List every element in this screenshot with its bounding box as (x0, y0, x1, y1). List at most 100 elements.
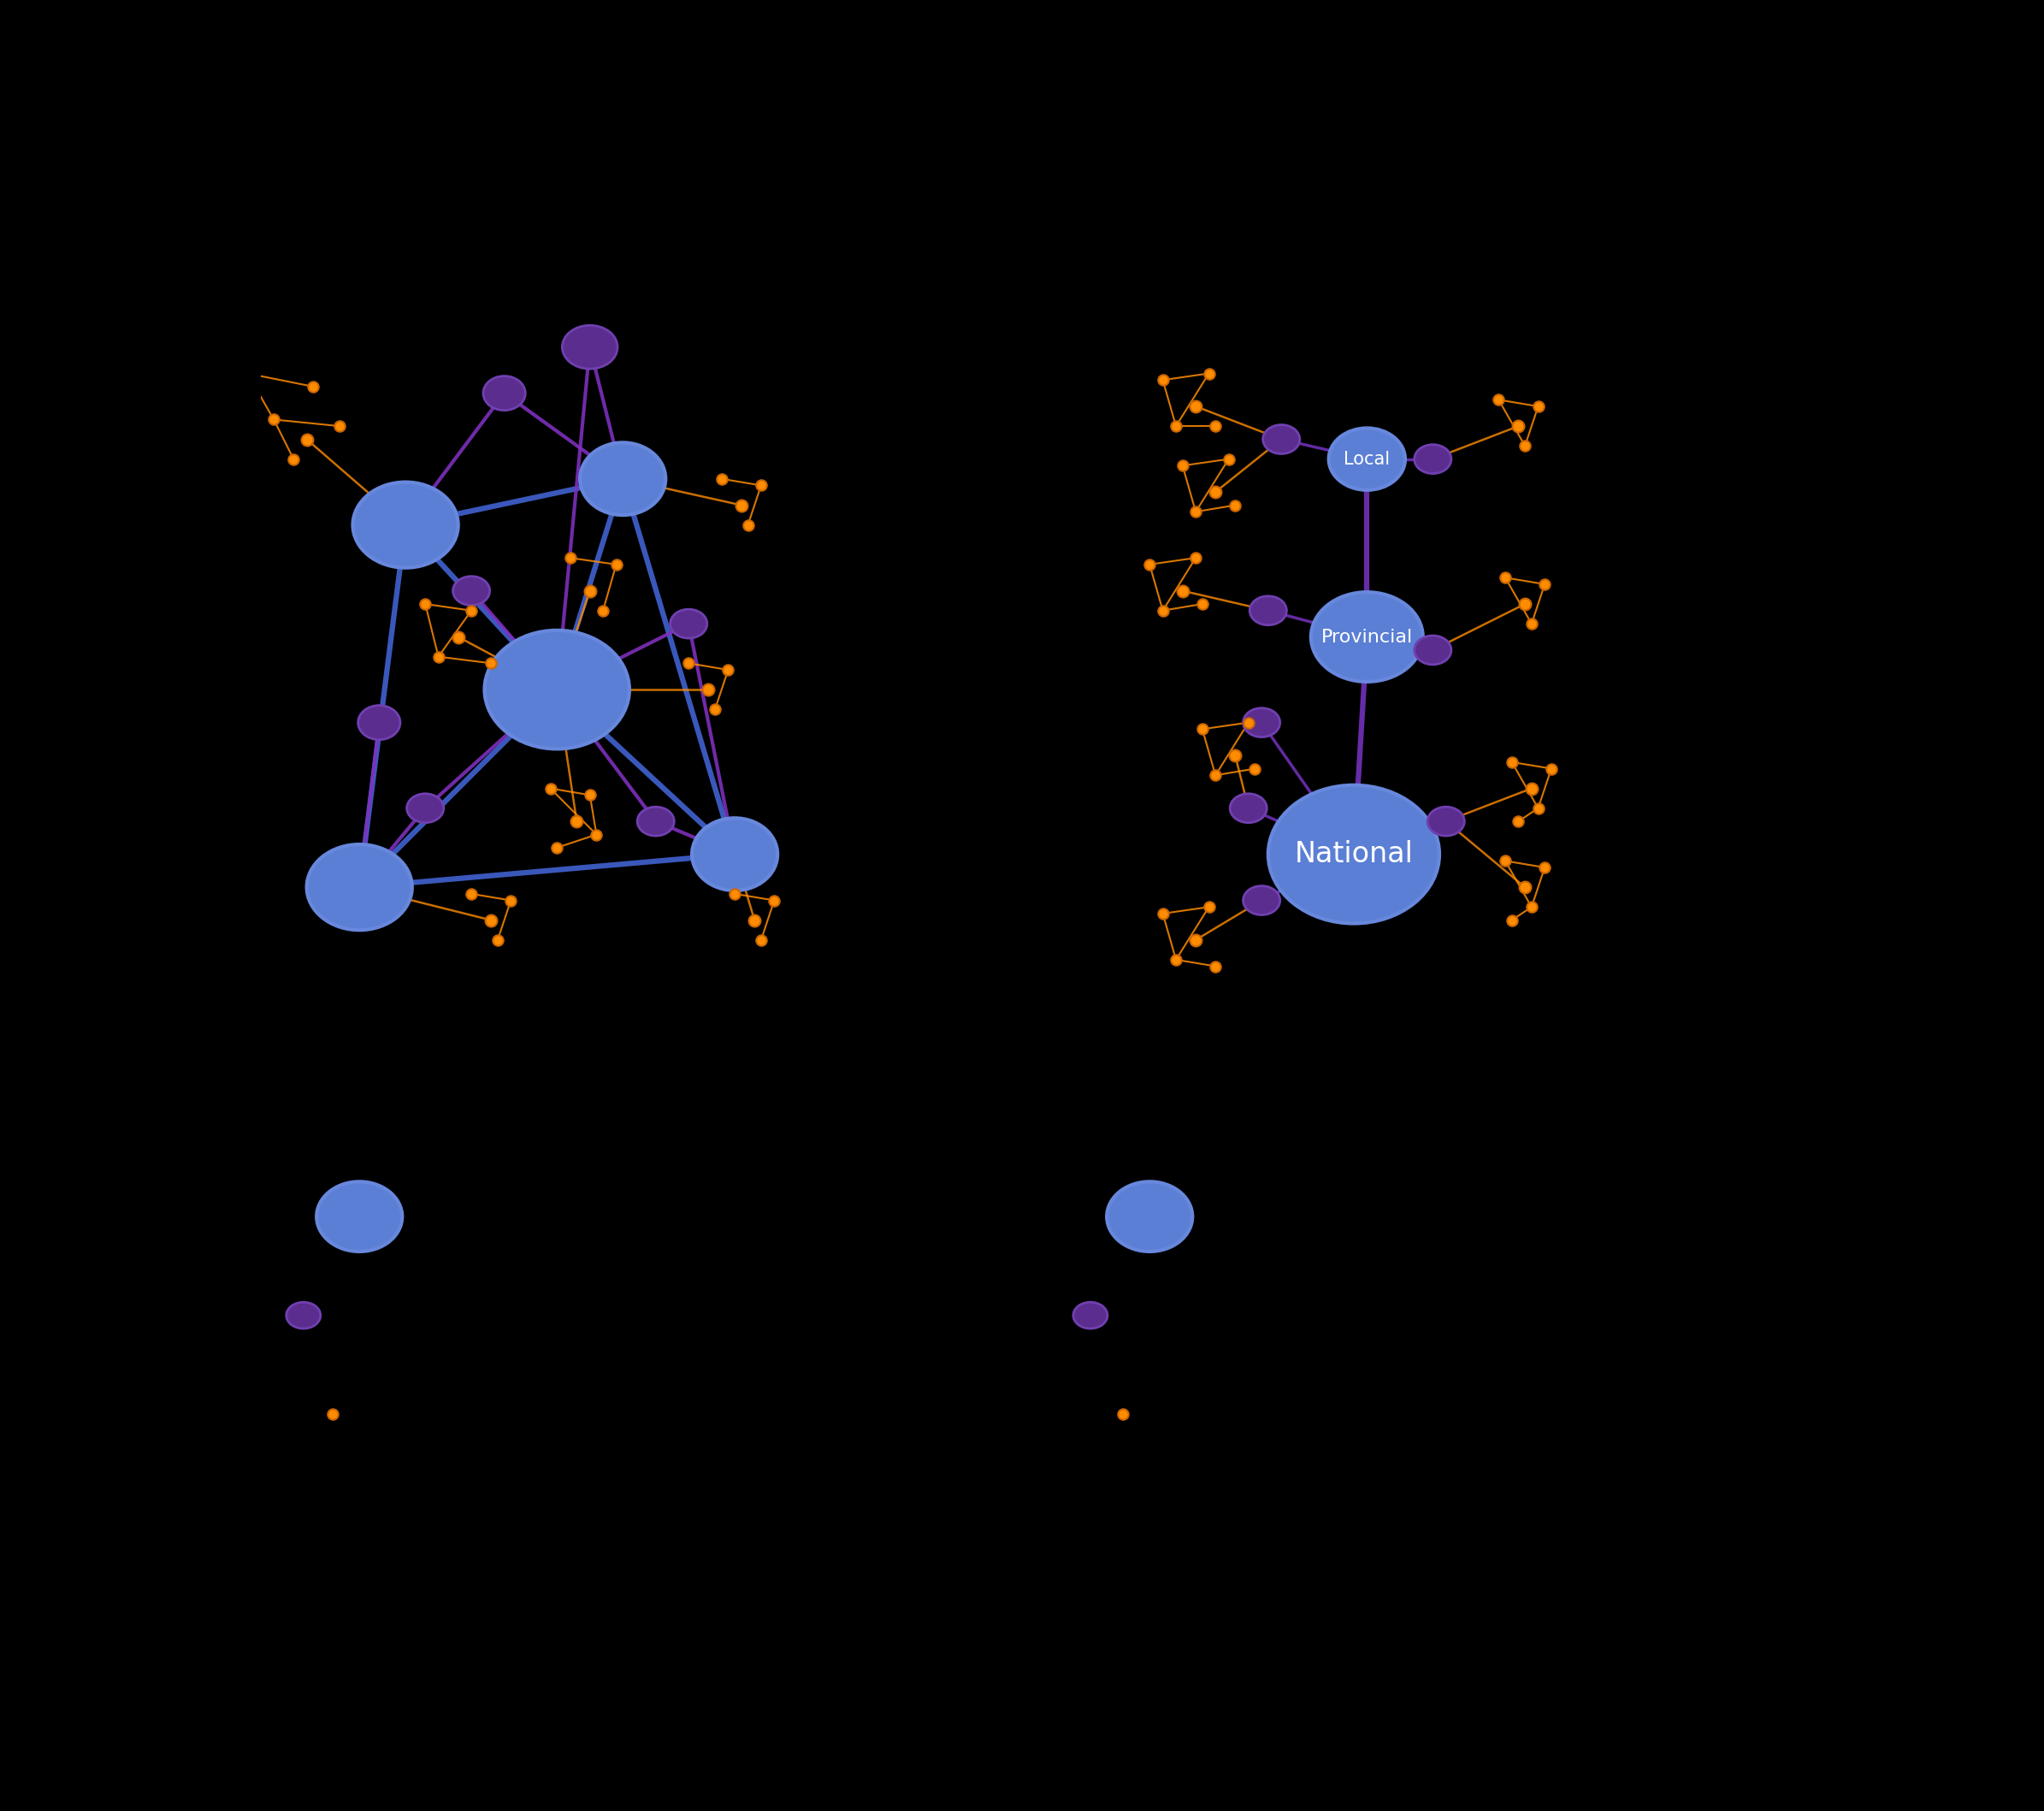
Point (1108, 1400, 1141, 1429)
Point (533, 773, 566, 802)
Point (1179, 498, 1212, 527)
Point (1192, 359, 1224, 388)
Point (1179, 543, 1212, 572)
Point (574, 576, 607, 605)
Point (323, 411, 356, 440)
Text: Provincial: Provincial (1320, 628, 1412, 645)
Point (699, 695, 732, 724)
Point (580, 820, 613, 849)
Point (1147, 366, 1179, 395)
Point (1200, 761, 1233, 790)
Ellipse shape (1329, 427, 1404, 491)
Ellipse shape (454, 576, 491, 605)
Point (1515, 608, 1547, 637)
Point (1508, 873, 1541, 902)
Ellipse shape (1427, 808, 1464, 837)
Point (672, 648, 705, 677)
Point (1186, 590, 1218, 619)
Point (1523, 391, 1555, 420)
Point (711, 656, 744, 685)
Point (258, 406, 290, 435)
Point (738, 906, 771, 934)
Point (1502, 808, 1535, 837)
Point (1496, 906, 1529, 934)
Point (1186, 715, 1218, 744)
Ellipse shape (358, 706, 401, 739)
Point (1233, 708, 1265, 737)
Ellipse shape (1230, 793, 1267, 822)
Point (317, 1400, 350, 1429)
Point (744, 925, 777, 954)
Ellipse shape (562, 326, 617, 369)
Ellipse shape (1106, 1181, 1192, 1251)
Ellipse shape (1073, 1302, 1108, 1329)
Point (1132, 551, 1165, 580)
Point (296, 371, 329, 400)
Point (540, 833, 572, 862)
Point (456, 596, 489, 625)
Ellipse shape (286, 1302, 321, 1329)
Ellipse shape (1267, 786, 1439, 924)
Point (1496, 748, 1529, 777)
Point (1218, 491, 1251, 520)
Point (278, 444, 311, 473)
Point (1212, 444, 1245, 473)
Point (1535, 753, 1568, 782)
Point (758, 886, 791, 915)
Ellipse shape (317, 1181, 403, 1251)
Point (732, 511, 764, 540)
Point (560, 808, 593, 837)
Point (1159, 945, 1192, 974)
Ellipse shape (482, 377, 525, 411)
Point (554, 543, 587, 572)
Point (599, 551, 632, 580)
Point (1488, 563, 1521, 592)
Point (1147, 596, 1179, 625)
Point (474, 906, 507, 934)
Point (1147, 898, 1179, 927)
Point (1239, 753, 1271, 782)
Point (1529, 853, 1562, 882)
Ellipse shape (638, 808, 675, 837)
Point (474, 648, 507, 677)
Point (1159, 411, 1192, 440)
Point (290, 426, 323, 455)
Point (1167, 576, 1200, 605)
Ellipse shape (1249, 596, 1286, 625)
Point (1515, 893, 1547, 922)
Point (1482, 386, 1515, 415)
Point (693, 676, 726, 704)
Point (1179, 391, 1212, 420)
Point (1200, 478, 1233, 507)
Point (480, 925, 513, 954)
Ellipse shape (670, 608, 707, 637)
Ellipse shape (1414, 636, 1451, 665)
Ellipse shape (484, 630, 630, 750)
Point (717, 880, 750, 909)
Ellipse shape (354, 482, 458, 569)
Ellipse shape (307, 844, 413, 931)
Ellipse shape (693, 819, 777, 891)
Point (1508, 590, 1541, 619)
Ellipse shape (580, 442, 666, 514)
Point (495, 886, 527, 915)
Point (1508, 431, 1541, 460)
Point (1192, 893, 1224, 922)
Point (456, 880, 489, 909)
Text: National: National (1294, 840, 1412, 869)
Point (1523, 793, 1555, 822)
Point (726, 491, 758, 520)
Point (1200, 411, 1233, 440)
Ellipse shape (1243, 708, 1280, 737)
Point (1179, 925, 1212, 954)
Point (1529, 570, 1562, 599)
Point (409, 590, 442, 619)
Point (1200, 953, 1233, 982)
Point (1515, 773, 1547, 802)
Point (421, 643, 454, 672)
Ellipse shape (1243, 886, 1280, 915)
Point (587, 596, 619, 625)
Point (1502, 411, 1535, 440)
Ellipse shape (407, 793, 444, 822)
Point (1488, 846, 1521, 875)
